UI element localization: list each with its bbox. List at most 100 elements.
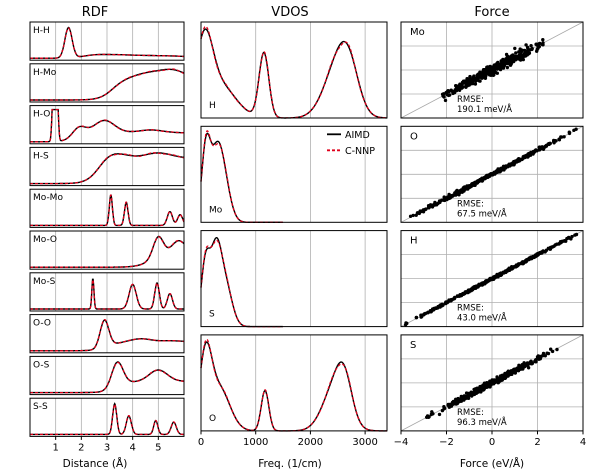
rdf-cnnp-line bbox=[30, 152, 185, 185]
force-panel-frame bbox=[400, 125, 584, 223]
rdf-panel-label: S-S bbox=[33, 402, 48, 412]
force-point bbox=[511, 56, 515, 61]
force-point bbox=[569, 237, 573, 241]
force-point bbox=[505, 65, 510, 70]
force-point bbox=[454, 84, 458, 88]
force-point bbox=[488, 382, 493, 386]
force-point bbox=[448, 196, 452, 200]
force-rmse-value: 43.0 meV/Å bbox=[457, 312, 507, 324]
rdf-panel-label: Mo-O bbox=[33, 235, 57, 245]
force-point bbox=[460, 83, 464, 87]
force-point bbox=[541, 351, 546, 356]
force-point bbox=[538, 357, 542, 361]
force-point bbox=[468, 185, 473, 189]
force-point bbox=[442, 95, 446, 99]
force-point bbox=[496, 65, 501, 70]
force-point bbox=[521, 262, 525, 266]
force-point bbox=[451, 193, 455, 198]
force-point bbox=[408, 214, 413, 218]
force-point bbox=[452, 400, 456, 404]
force-point bbox=[555, 347, 559, 352]
force-title: Force bbox=[474, 5, 509, 20]
force-point bbox=[545, 351, 549, 355]
vdos-panel-frame bbox=[200, 230, 388, 328]
force-point bbox=[485, 279, 489, 283]
rdf-panel-frame bbox=[29, 230, 185, 270]
force-point bbox=[466, 396, 471, 400]
force-point bbox=[418, 210, 422, 214]
force-point bbox=[519, 49, 524, 54]
force-point bbox=[483, 71, 488, 75]
force-point bbox=[536, 46, 540, 50]
force-point bbox=[471, 75, 476, 80]
rdf-panel-frame bbox=[29, 105, 185, 145]
force-point bbox=[456, 396, 460, 401]
force-point bbox=[524, 43, 528, 47]
force-point bbox=[480, 76, 484, 80]
force-point bbox=[442, 406, 447, 411]
force-point bbox=[503, 375, 508, 379]
force-panel-frame bbox=[400, 21, 584, 119]
force-point bbox=[414, 315, 419, 320]
force-point bbox=[453, 296, 457, 300]
force-point bbox=[525, 45, 530, 50]
rdf-panel-frame bbox=[29, 314, 185, 354]
force-xlabel: Force (eV/Å) bbox=[460, 457, 524, 470]
rdf-panel-label: H-Mo bbox=[33, 68, 57, 78]
force-point bbox=[505, 55, 510, 59]
rdf-cnnp-line bbox=[30, 279, 184, 310]
force-point bbox=[465, 82, 469, 86]
rdf-title: RDF bbox=[82, 5, 109, 20]
force-rmse-value: 96.3 meV/Å bbox=[457, 416, 507, 428]
force-point bbox=[508, 163, 512, 168]
force-point bbox=[529, 359, 533, 364]
force-point bbox=[411, 213, 415, 218]
vdos-aimd-line bbox=[200, 28, 387, 119]
force-point bbox=[531, 152, 535, 156]
force-panel-frame bbox=[400, 230, 584, 328]
force-point bbox=[515, 158, 520, 163]
rdf-xlabel: Distance (Å) bbox=[63, 457, 128, 470]
force-point bbox=[510, 267, 514, 271]
vdos-xlabel: Freq. (1/cm) bbox=[258, 458, 322, 470]
vdos-tick-label: 2000 bbox=[298, 437, 323, 448]
force-rmse-label: RMSE: bbox=[457, 408, 484, 418]
force-tick-label: −2 bbox=[439, 437, 454, 448]
force-point bbox=[476, 74, 480, 78]
force-point bbox=[533, 254, 538, 259]
force-point bbox=[449, 298, 453, 303]
force-point bbox=[495, 62, 499, 67]
force-point bbox=[449, 403, 453, 407]
force-point bbox=[543, 144, 548, 148]
force-point bbox=[426, 206, 431, 210]
rdf-tick-label: 1 bbox=[52, 442, 58, 453]
force-point bbox=[538, 251, 542, 255]
force-point bbox=[467, 290, 471, 294]
rdf-cnnp-line bbox=[30, 27, 185, 59]
force-point bbox=[499, 272, 503, 276]
force-point bbox=[541, 38, 545, 42]
force-point bbox=[500, 377, 504, 381]
force-point bbox=[549, 347, 553, 351]
force-point bbox=[521, 57, 525, 62]
force-point bbox=[473, 82, 478, 86]
force-point bbox=[489, 172, 493, 176]
rdf-panel-label: Mo-Mo bbox=[33, 193, 63, 203]
force-point bbox=[537, 42, 541, 46]
force-rmse-label: RMSE: bbox=[457, 95, 484, 105]
force-point bbox=[572, 128, 576, 132]
rdf-cnnp-line bbox=[30, 361, 184, 394]
force-rmse-value: 67.5 meV/Å bbox=[457, 207, 507, 219]
force-point bbox=[503, 371, 507, 376]
vdos-cnnp-line bbox=[200, 25, 387, 119]
force-point bbox=[524, 258, 529, 262]
force-point bbox=[519, 54, 523, 59]
force-point bbox=[498, 62, 502, 66]
force-point bbox=[529, 44, 533, 48]
force-point bbox=[471, 286, 475, 291]
force-point bbox=[457, 84, 461, 88]
force-point bbox=[553, 243, 557, 247]
force-point bbox=[468, 74, 472, 79]
force-point bbox=[567, 131, 572, 136]
force-point bbox=[487, 73, 492, 77]
